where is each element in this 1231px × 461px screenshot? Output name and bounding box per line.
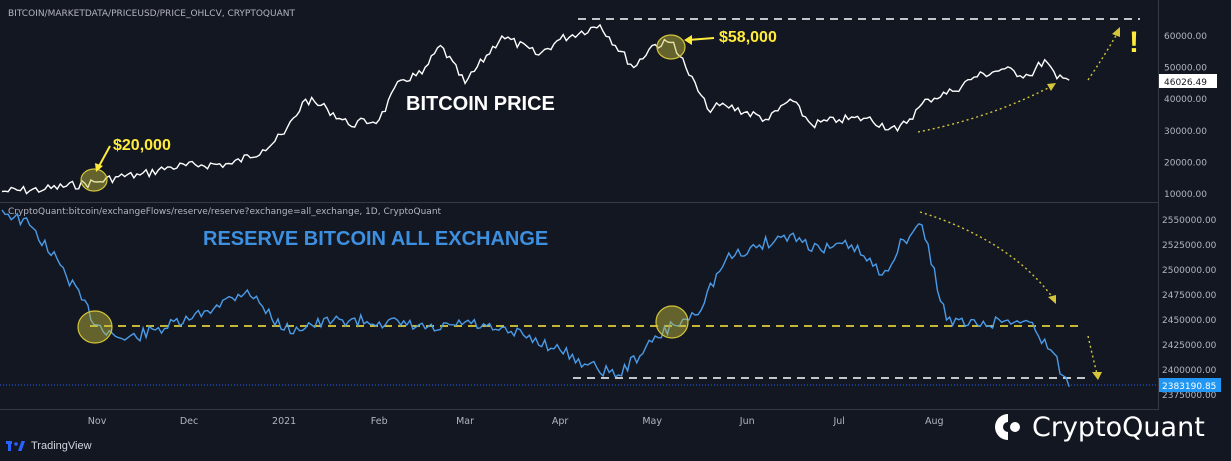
dotted-arrowhead-down-2 — [1092, 372, 1102, 380]
reserve-y-tick-label: 2375000.00 — [1162, 391, 1217, 401]
time-axis: Nov Dec 2021 Feb Mar Apr May Jun Jul Aug — [88, 416, 944, 427]
tradingview-brand[interactable]: TradingView — [6, 440, 92, 452]
tradingview-label: TradingView — [31, 440, 92, 452]
price-series-line — [1, 23, 1070, 195]
dotted-arrowhead-down-1 — [1048, 295, 1056, 304]
reserve-y-tick-label: 2525000.00 — [1162, 241, 1217, 251]
price-title: BITCOIN PRICE — [406, 93, 555, 115]
annotation-circle-reserve-nov — [77, 310, 113, 344]
price-y-tick-label: 10000.00 — [1164, 190, 1207, 200]
dotted-trend-down-1 — [919, 211, 1054, 299]
annotation-circle-58k — [656, 34, 686, 60]
dotted-trend-up-1 — [917, 85, 1053, 133]
annotation-circle-20k — [80, 168, 108, 192]
annotation-20k-label: $20,000 — [113, 137, 171, 154]
time-axis-tick-label: 2021 — [272, 416, 296, 427]
cryptoquant-label: CryptoQuant — [1032, 411, 1205, 443]
arrow-20k — [97, 145, 111, 169]
tradingview-logo-icon — [6, 441, 25, 451]
arrow-58k — [687, 37, 715, 41]
reserve-y-tick-label: 2475000.00 — [1162, 291, 1217, 301]
time-axis-tick-label: Nov — [88, 416, 107, 427]
price-last-value-label: 46026.49 — [1164, 78, 1207, 88]
cryptoquant-logo-icon — [995, 414, 1020, 440]
reserve-y-tick-label: 2425000.00 — [1162, 341, 1217, 351]
exclamation-mark: ! — [1129, 26, 1139, 59]
price-y-tick-label: 50000.00 — [1164, 64, 1207, 74]
reserve-last-value-label: 2383190.85 — [1162, 382, 1216, 392]
cryptoquant-brand: CryptoQuant — [992, 411, 1205, 443]
time-axis-tick-label: Dec — [180, 416, 198, 427]
dotted-arrowhead-up-2 — [1112, 27, 1120, 37]
time-axis-tick-label: May — [642, 416, 662, 427]
reserve-y-axis: 2375000.00 2400000.00 2425000.00 2450000.00… — [1162, 216, 1217, 401]
annotation-58k-label: $58,000 — [719, 29, 777, 46]
reserve-y-tick-label: 2550000.00 — [1162, 216, 1217, 226]
time-axis-tick-label: Jul — [832, 416, 844, 427]
time-axis-tick-label: Feb — [371, 416, 388, 427]
price-y-axis: 10000.00 20000.00 30000.00 40000.00 50000.00… — [1164, 32, 1207, 200]
arrowhead-20k — [95, 163, 103, 172]
annotation-circle-reserve-may — [655, 305, 689, 339]
dotted-arrowhead-up-1 — [1047, 83, 1056, 91]
price-y-tick-label: 20000.00 — [1164, 158, 1207, 168]
time-axis-tick-label: Mar — [456, 416, 474, 427]
time-axis-tick-label: Jun — [739, 416, 755, 427]
time-axis-tick-label: Aug — [925, 416, 944, 427]
price-y-tick-label: 40000.00 — [1164, 95, 1207, 105]
price-y-tick-label: 30000.00 — [1164, 127, 1207, 137]
price-y-tick-label: 60000.00 — [1164, 32, 1207, 42]
dotted-trend-down-2 — [1087, 335, 1098, 375]
arrowhead-58k — [684, 35, 692, 45]
time-axis-tick-label: Apr — [552, 416, 569, 427]
reserve-title: RESERVE BITCOIN ALL EXCHANGE — [203, 228, 548, 250]
reserve-y-tick-label: 2500000.00 — [1162, 266, 1217, 276]
price-last-value-box — [1159, 74, 1217, 88]
price-source-label: BITCOIN/MARKETDATA/PRICEUSD/PRICE_OHLCV,… — [8, 9, 295, 19]
reserve-y-tick-label: 2450000.00 — [1162, 316, 1217, 326]
reserve-last-value-box — [1159, 378, 1221, 392]
reserve-y-tick-label: 2400000.00 — [1162, 366, 1217, 376]
reserve-source-label: CryptoQuant:bitcoin/exchangeFlows/reserv… — [8, 207, 442, 217]
reserve-series-line — [1, 209, 1070, 388]
